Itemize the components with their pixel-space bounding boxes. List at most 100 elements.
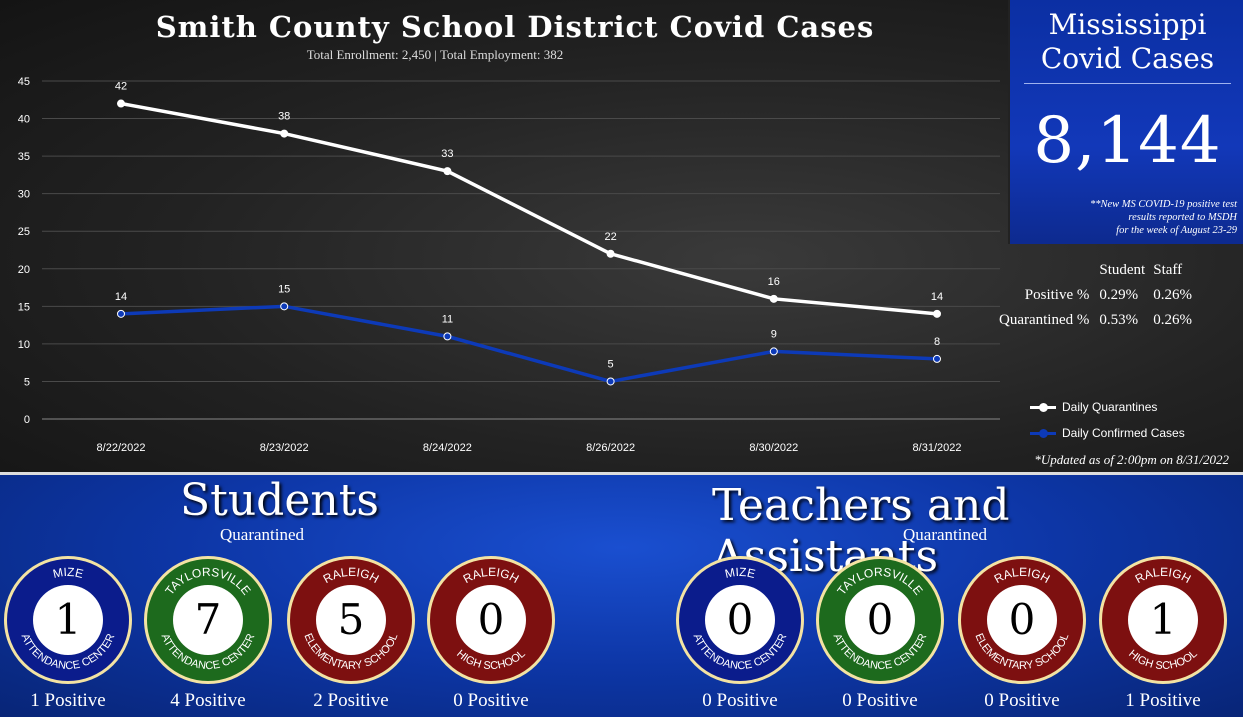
data-point (117, 99, 125, 108)
y-axis: 0 5 10 15 20 25 30 35 40 45 (18, 76, 30, 426)
divider (1024, 83, 1231, 84)
data-label: 38 (278, 111, 290, 123)
chart-subtitle: Total Enrollment: 2,450 | Total Employme… (306, 47, 564, 62)
svg-text:RALEIGH: RALEIGH (321, 565, 381, 586)
updated-note: *Updated as of 2:00pm on 8/31/2022 (1034, 452, 1229, 467)
y-tick-label: 25 (18, 226, 30, 238)
table-row: Positive % 0.29% 0.26% (995, 283, 1196, 308)
ms-note-line3: for the week of August 23-29 (1116, 225, 1237, 236)
svg-text:RALEIGH: RALEIGH (461, 565, 521, 586)
data-label: 15 (278, 283, 290, 295)
y-tick-label: 30 (18, 189, 30, 201)
school-name-top: MIZE (52, 565, 85, 581)
svg-text:RALEIGH: RALEIGH (992, 565, 1052, 586)
series-lines (120, 101, 938, 384)
data-label: 5 (608, 358, 614, 370)
student-value: 0.53% (1099, 312, 1139, 328)
data-point (443, 167, 452, 176)
data-point (280, 129, 289, 138)
legend-label: Daily Confirmed Cases (1062, 426, 1185, 440)
data-point (769, 347, 778, 356)
mississippi-title: Mississippi Covid Cases (1010, 8, 1243, 76)
x-tick-label: 8/22/2022 (97, 442, 146, 454)
chart-title: Smith County School District Covid Cases (155, 10, 875, 44)
mississippi-note: **New MS COVID-19 positive test results … (1027, 198, 1237, 237)
data-point (933, 309, 941, 318)
ms-title-line1: Mississippi (1048, 8, 1207, 41)
legend-item-quarantines: Daily Quarantines (1030, 394, 1185, 420)
quarantined-count: 5 (316, 585, 386, 655)
legend-item-confirmed: Daily Confirmed Cases (1030, 420, 1185, 446)
grid (42, 80, 1000, 420)
positive-count: 4 Positive (170, 690, 246, 711)
school-badge: TAYLORSVILLE ATTENDANCE CENTER 0 (816, 556, 944, 684)
school-name-top: MIZE (724, 565, 757, 581)
series-line (120, 304, 938, 384)
y-tick-label: 40 (18, 114, 30, 126)
x-tick-label: 8/26/2022 (586, 442, 635, 454)
mississippi-case-count: 8,144 (1033, 104, 1222, 178)
legend-swatch-blue (1030, 428, 1056, 438)
y-tick-label: 20 (18, 264, 30, 276)
data-point (606, 249, 615, 258)
positive-count: 2 Positive (313, 690, 389, 711)
data-label: 42 (115, 81, 127, 93)
y-tick-label: 35 (18, 151, 30, 163)
quarantined-count: 7 (173, 585, 243, 655)
ms-note-line2: results reported to MSDH (1128, 212, 1237, 223)
table-row: Quarantined % 0.53% 0.26% (995, 308, 1196, 333)
data-point (606, 377, 615, 386)
school-badge: MIZE ATTENDANCE CENTER 0 (676, 556, 804, 684)
quarantined-count: 0 (456, 585, 526, 655)
x-tick-label: 8/30/2022 (749, 442, 798, 454)
x-axis: 8/22/2022 8/23/2022 8/24/2022 8/26/2022 8/30… (97, 442, 962, 454)
col-header-staff: Staff (1153, 262, 1183, 278)
data-point (443, 332, 452, 341)
quarantined-count: 1 (33, 585, 103, 655)
x-tick-label: 8/24/2022 (423, 442, 472, 454)
school-badge: RALEIGH ELEMENTARY SCHOOL 0 (958, 556, 1086, 684)
students-title: Students (180, 475, 379, 526)
positive-count: 0 Positive (842, 690, 918, 711)
data-label: 11 (442, 313, 453, 325)
positive-count: 0 Positive (453, 690, 529, 711)
data-label: 14 (931, 291, 943, 303)
positive-count: 1 Positive (30, 690, 106, 711)
x-tick-label: 8/23/2022 (260, 442, 309, 454)
svg-text:MIZE: MIZE (52, 565, 85, 581)
data-label: 33 (441, 148, 453, 160)
data-point (769, 294, 778, 303)
staff-value: 0.26% (1153, 287, 1192, 303)
data-label: 8 (934, 336, 940, 348)
data-label: 22 (604, 231, 616, 243)
percent-table: Student Staff Positive % 0.29% 0.26% Qua… (995, 258, 1196, 333)
quarantined-count: 1 (1128, 585, 1198, 655)
positive-count: 1 Positive (1125, 690, 1201, 711)
school-name-top: RALEIGH (461, 565, 521, 586)
y-tick-label: 45 (18, 76, 30, 88)
school-badge: RALEIGH ELEMENTARY SCHOOL 5 (287, 556, 415, 684)
svg-text:RALEIGH: RALEIGH (1133, 565, 1193, 586)
legend-swatch-white (1030, 402, 1056, 412)
series-line (120, 101, 938, 316)
y-tick-label: 10 (18, 339, 30, 351)
quarantined-count: 0 (987, 585, 1057, 655)
school-name-top: RALEIGH (321, 565, 381, 586)
data-label: 9 (771, 328, 777, 340)
positive-count: 0 Positive (702, 690, 778, 711)
school-name-top: RALEIGH (1133, 565, 1193, 586)
school-badge: MIZE ATTENDANCE CENTER 1 (4, 556, 132, 684)
data-labels: 42 38 33 22 16 14 14 15 11 5 9 8 (115, 81, 943, 371)
students-subtitle: Quarantined (220, 525, 305, 544)
quarantined-count: 0 (705, 585, 775, 655)
data-point (933, 354, 941, 363)
data-label: 16 (768, 276, 780, 288)
series-points (117, 99, 941, 386)
row-label: Positive % (1024, 287, 1090, 303)
legend: Daily Quarantines Daily Confirmed Cases (1030, 394, 1185, 446)
student-value: 0.29% (1099, 287, 1139, 303)
school-name-top: RALEIGH (992, 565, 1052, 586)
teachers-subtitle: Quarantined (903, 525, 988, 544)
quarantined-count: 0 (845, 585, 915, 655)
